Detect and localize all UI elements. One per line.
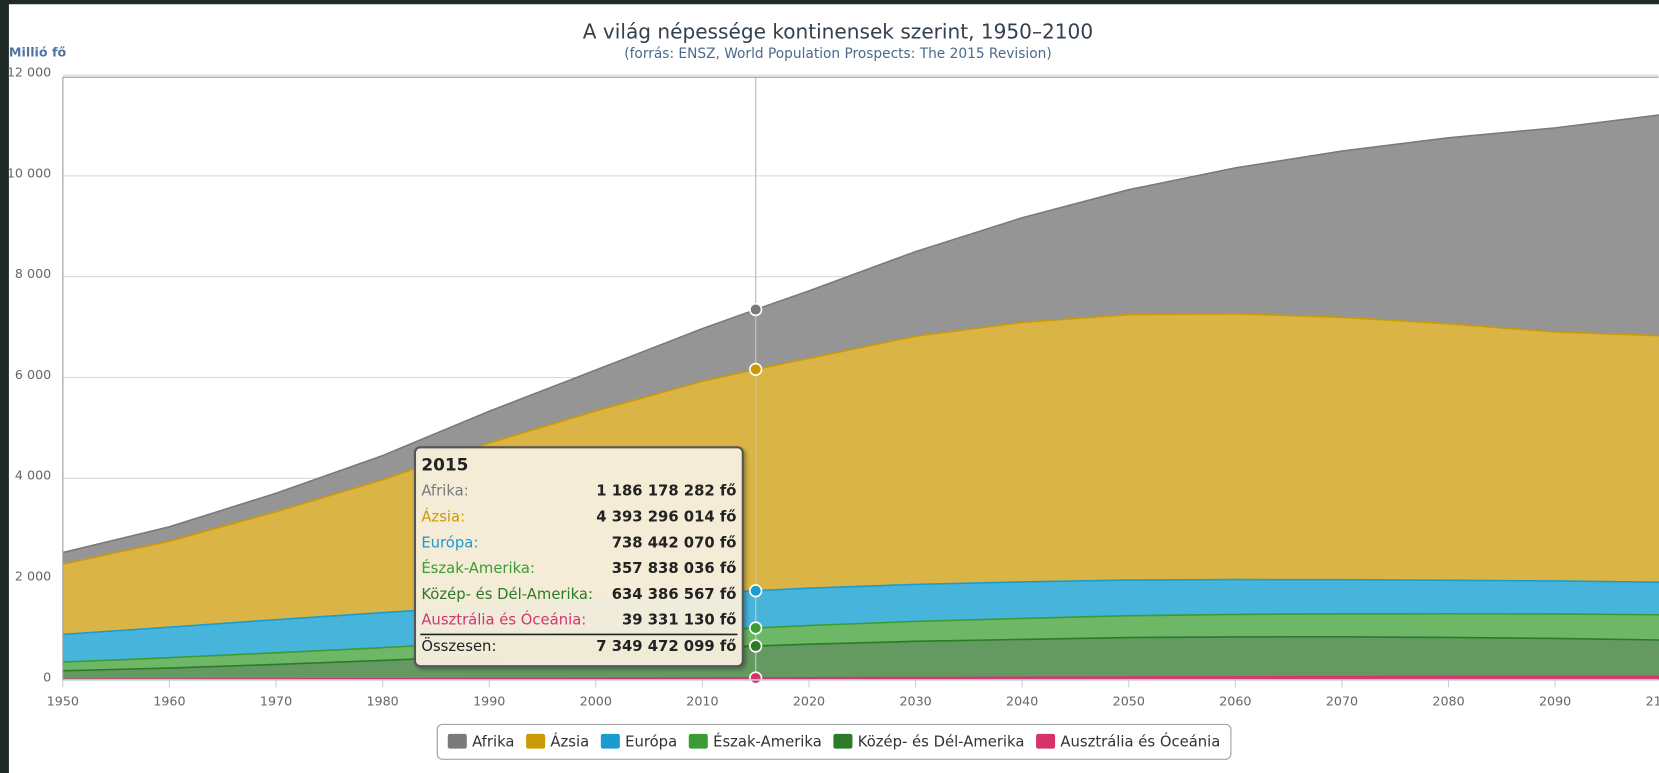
- chart-subtitle: (forrás: ENSZ, World Population Prospect…: [624, 46, 1051, 62]
- x-tick-label: 2020: [793, 694, 825, 709]
- legend-label: Észak-Amerika: [713, 732, 822, 750]
- legend-swatch: [600, 733, 620, 749]
- area-line: [62, 114, 1659, 554]
- y-tick-label: 8 000: [15, 266, 51, 281]
- chart-title: A világ népessége kontinensek szerint, 1…: [583, 19, 1093, 43]
- tooltip-label: Közép- és Dél-Amerika:: [421, 586, 593, 603]
- x-tick-label: 2070: [1326, 694, 1358, 709]
- x-tick-label: 1990: [473, 694, 505, 709]
- area-line: [62, 313, 1659, 565]
- x-tick-label: 2000: [580, 694, 612, 709]
- tooltip-title: 2015: [421, 454, 468, 474]
- marker: [749, 362, 763, 376]
- y-tick-label: 12 000: [7, 64, 51, 79]
- tooltip-value: 357 838 036 fő: [612, 560, 737, 577]
- legend-swatch: [1036, 733, 1056, 749]
- x-tick-label: 1950: [47, 694, 79, 709]
- x-tick-label: 1960: [153, 694, 185, 709]
- marker: [749, 621, 763, 635]
- marker: [749, 584, 763, 598]
- tooltip-label: Ázsia:: [421, 508, 465, 526]
- area: [62, 636, 1659, 680]
- tooltip-label: Afrika:: [421, 483, 468, 500]
- tooltip-box: [413, 446, 744, 668]
- legend-swatch: [833, 733, 853, 749]
- legend-label: Közép- és Dél-Amerika: [858, 733, 1025, 750]
- x-tick-label: 1970: [260, 694, 292, 709]
- legend-label: Afrika: [472, 733, 514, 750]
- y-tick-label: 6 000: [15, 367, 51, 382]
- x-tick-label: 2050: [1113, 694, 1145, 709]
- legend-swatch: [688, 733, 708, 749]
- tooltip-label: Európa:: [421, 534, 478, 551]
- tooltip-total-label: Összesen:: [421, 637, 496, 655]
- x-tick-label: 2010: [686, 694, 718, 709]
- area-line: [62, 636, 1659, 672]
- x-tick-label: 1980: [366, 694, 398, 709]
- x-tick-label: 2090: [1539, 694, 1571, 709]
- legend-label: Ausztrália és Óceánia: [1060, 732, 1220, 750]
- tooltip: 2015 Afrika: 1 186 178 282 fő Ázsia: 4 393 2…: [413, 446, 744, 668]
- area-line: [62, 675, 1659, 681]
- tooltip-value: 1 186 178 282 fő: [596, 483, 736, 500]
- tooltip-total: 7 349 472 099 fő: [596, 638, 736, 655]
- y-axis-label: Millió fő: [9, 44, 67, 59]
- x-tick-label: 2080: [1432, 694, 1464, 709]
- legend-label: Ázsia: [550, 732, 589, 750]
- x-tick-label: 2040: [1006, 694, 1038, 709]
- y-tick-label: 10 000: [7, 165, 51, 180]
- y-tick-label: 4 000: [15, 468, 51, 483]
- tooltip-label: Észak-Amerika:: [421, 559, 535, 577]
- y-tick-label: 0: [43, 669, 51, 684]
- legend-swatch: [526, 733, 546, 749]
- tooltip-label: Ausztrália és Óceánia:: [421, 611, 586, 629]
- area-line: [62, 578, 1659, 636]
- x-tick-label: 2030: [899, 694, 931, 709]
- legend-swatch: [447, 733, 467, 749]
- marker: [749, 302, 763, 317]
- y-tick-label: 2 000: [15, 569, 51, 584]
- x-tick-label: 2100: [1646, 694, 1659, 709]
- tooltip-value: 4 393 296 014 fő: [596, 509, 736, 526]
- marker: [749, 639, 763, 653]
- tooltip-value: 39 331 130 fő: [622, 612, 736, 629]
- legend-label: Európa: [625, 733, 677, 750]
- tooltip-value: 634 386 567 fő: [612, 586, 737, 603]
- tooltip-value: 738 442 070 fő: [612, 534, 737, 551]
- area-line: [62, 612, 1659, 663]
- marker: [749, 671, 763, 685]
- legend: Afrika Ázsia Európa Észak-Amerika Közép- és …: [436, 723, 1232, 760]
- x-tick-label: 2060: [1219, 694, 1251, 709]
